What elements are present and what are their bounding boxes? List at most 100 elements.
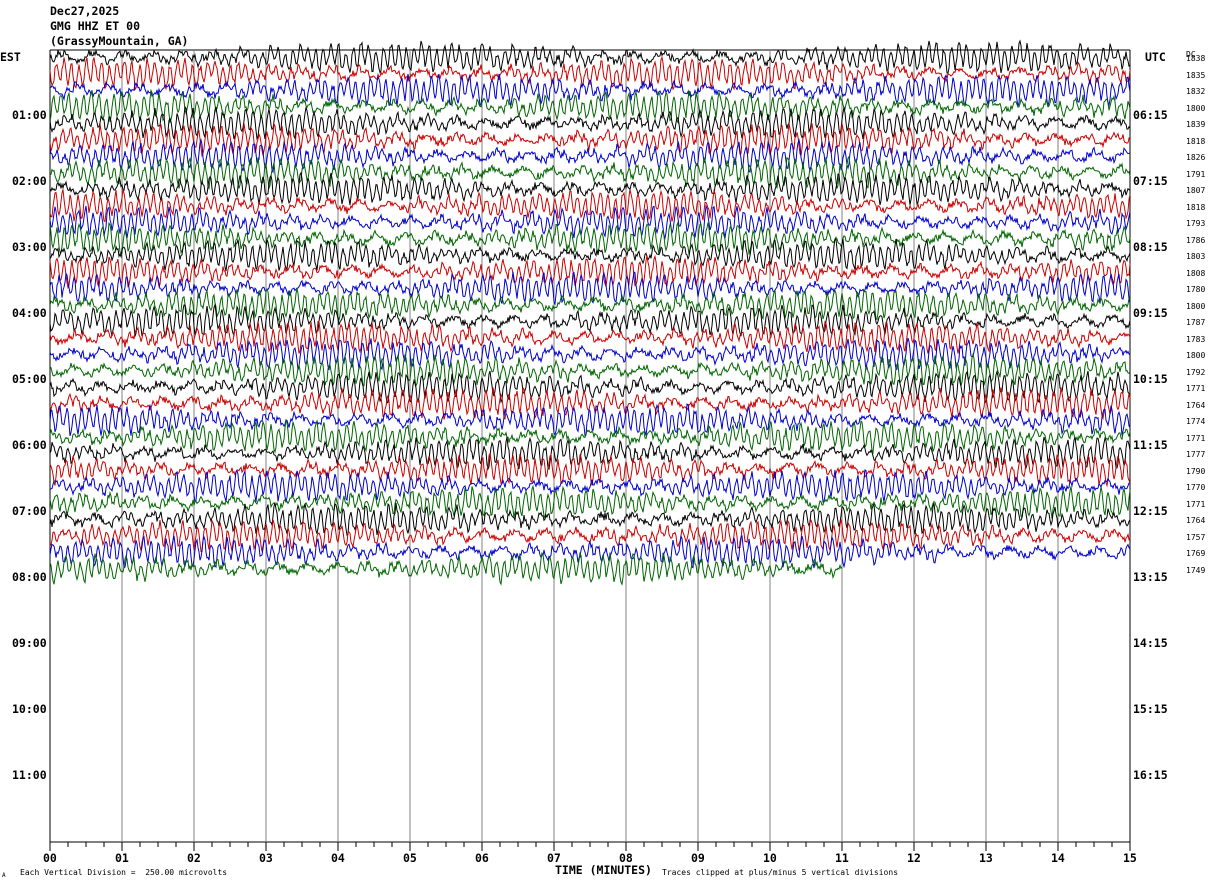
utc-hour-label: 09:15: [1133, 306, 1168, 320]
dc-offset-value: 1835: [1186, 70, 1206, 80]
dc-header-label: DC: [1186, 50, 1196, 59]
seismic-trace: [49, 55, 1131, 91]
dc-offset-value: 1800: [1186, 301, 1206, 311]
dc-offset-value: 1780: [1186, 285, 1206, 294]
seismic-trace: [49, 138, 1131, 174]
dc-offset-value: 1803: [1186, 252, 1206, 261]
dc-offset-value: 1771: [1186, 433, 1206, 443]
utc-hour-label: 15:15: [1133, 702, 1168, 716]
seismic-trace: [49, 105, 1131, 141]
est-hour-label: 04:00: [12, 306, 47, 320]
x-tick-label: 11: [835, 851, 849, 865]
dc-offset-value: 1769: [1186, 549, 1206, 558]
utc-hour-label: 06:15: [1133, 108, 1168, 122]
seismic-trace: [49, 88, 1131, 125]
seismic-trace: [49, 534, 1131, 569]
date-label: Dec27,2025: [50, 4, 120, 18]
seismic-trace: [49, 271, 1131, 306]
dc-offset-value: 1800: [1186, 103, 1206, 113]
est-hour-label: 09:00: [12, 636, 47, 650]
location-label: (GrassyMountain, GA): [50, 34, 189, 48]
seismic-trace: [49, 469, 1131, 504]
dc-offset-value: 1764: [1186, 516, 1206, 525]
utc-hour-label: 11:15: [1133, 438, 1168, 452]
est-hour-label: 06:00: [12, 438, 47, 452]
seismic-trace: [49, 436, 1131, 471]
seismic-trace: [49, 451, 1131, 488]
right-timezone-label: UTC: [1145, 50, 1166, 64]
est-hour-label: 08:00: [12, 570, 47, 584]
dc-offset-value: 1791: [1186, 169, 1206, 179]
dc-offset-value: 1818: [1186, 136, 1206, 146]
est-hour-label: 01:00: [12, 108, 47, 122]
utc-hour-label: 14:15: [1133, 636, 1168, 650]
seismic-trace: [49, 155, 1131, 191]
seismic-trace: [49, 171, 1131, 206]
dc-offset-value: 1757: [1186, 532, 1206, 542]
seismic-trace: [49, 189, 1131, 223]
dc-offset-value: 1771: [1186, 384, 1206, 393]
dc-offset-value: 1818: [1186, 202, 1206, 212]
x-tick-label: 01: [115, 851, 129, 865]
dc-offset-value: 1792: [1186, 367, 1206, 377]
seismic-trace: [49, 254, 1131, 290]
seismic-trace: [49, 204, 1131, 240]
x-tick-label: 14: [1051, 851, 1065, 865]
utc-hour-label: 12:15: [1133, 504, 1168, 518]
seismic-trace: [49, 303, 1131, 337]
x-tick-label: 15: [1123, 851, 1137, 865]
x-tick-label: 04: [331, 851, 345, 865]
x-tick-label: 12: [907, 851, 921, 865]
dc-offset-value: 1826: [1186, 153, 1206, 162]
clip-note: Traces clipped at plus/minus 5 vertical …: [662, 868, 899, 877]
seismic-trace: [49, 320, 1131, 354]
seismic-trace: [49, 403, 1131, 437]
est-hour-label: 11:00: [12, 768, 47, 782]
left-timezone-label: EST: [0, 50, 21, 64]
seismic-trace: [49, 122, 1131, 158]
seismic-trace: [49, 386, 1131, 421]
dc-offset-value: 1790: [1186, 466, 1206, 476]
dc-offset-value: 1793: [1186, 219, 1206, 228]
dc-offset-value: 1839: [1186, 120, 1206, 129]
est-hour-label: 02:00: [12, 174, 47, 188]
utc-hour-label: 07:15: [1133, 174, 1168, 188]
dc-offset-value: 1764: [1186, 400, 1206, 410]
dc-offset-value: 1771: [1186, 499, 1206, 509]
dc-offset-value: 1832: [1186, 87, 1206, 96]
dc-offset-value: 1800: [1186, 351, 1206, 360]
est-hour-label: 05:00: [12, 372, 47, 386]
x-axis-title: TIME (MINUTES): [555, 863, 652, 877]
seismic-trace: [49, 73, 1131, 107]
seismic-trace: [49, 288, 1131, 323]
seismic-trace: [49, 501, 1131, 536]
dc-offset-value: 1808: [1186, 268, 1206, 278]
x-tick-label: 13: [979, 851, 993, 865]
x-tick-label: 09: [691, 851, 705, 865]
seismic-trace: [49, 220, 1131, 255]
utc-hour-label: 16:15: [1133, 768, 1168, 782]
seismic-trace: [49, 238, 1131, 272]
x-tick-label: 02: [187, 851, 201, 865]
est-hour-label: 03:00: [12, 240, 47, 254]
utc-hour-label: 08:15: [1133, 240, 1168, 254]
est-hour-label: 07:00: [12, 504, 47, 518]
dc-offset-value: 1774: [1186, 417, 1206, 426]
seismic-trace: [49, 352, 1131, 388]
seismic-trace: [49, 336, 1131, 371]
x-tick-label: 10: [763, 851, 777, 865]
dc-offset-value: 1770: [1186, 483, 1206, 492]
seismic-trace: [49, 484, 1131, 519]
seismic-trace: [49, 39, 1131, 74]
dc-offset-value: 1807: [1186, 186, 1206, 195]
x-tick-label: 00: [43, 851, 57, 865]
dc-offset-value: 1783: [1186, 334, 1206, 344]
scale-note: Each Vertical Division = 250.00 microvol…: [20, 868, 228, 877]
x-tick-label: 03: [259, 851, 273, 865]
x-tick-label: 06: [475, 851, 489, 865]
corner-mark: A: [2, 872, 6, 879]
seismic-trace: [49, 369, 1131, 404]
utc-hour-label: 13:15: [1133, 570, 1168, 584]
utc-hour-label: 10:15: [1133, 372, 1168, 386]
